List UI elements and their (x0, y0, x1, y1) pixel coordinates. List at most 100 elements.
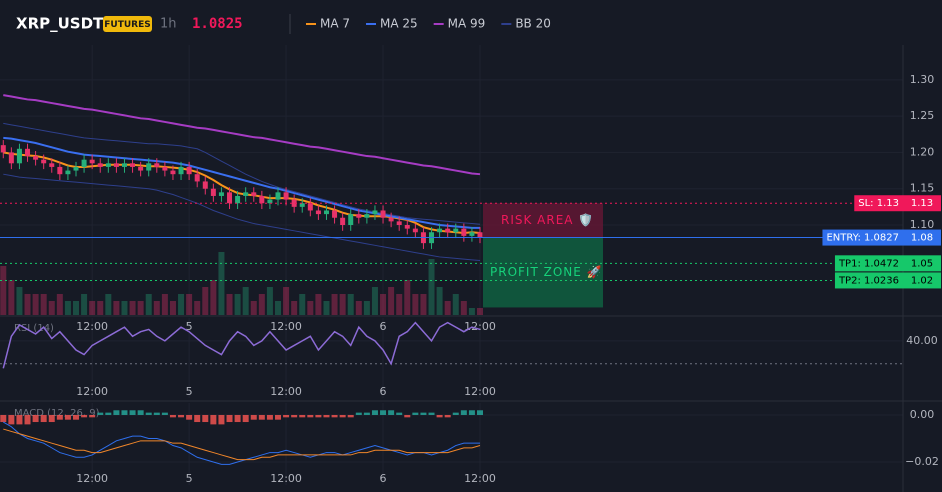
volume-bar (258, 294, 265, 315)
y-tick-label: 1.15 (910, 182, 935, 195)
x-tick-label: 12:00 (464, 320, 496, 333)
axis-tag (903, 272, 941, 289)
candle-body (332, 210, 338, 218)
histogram-bar (460, 410, 467, 415)
candle-body (396, 221, 402, 225)
volume-bar (121, 301, 128, 315)
candle-body (33, 156, 39, 160)
histogram-bar (89, 414, 96, 418)
volume-bar (477, 308, 483, 315)
volume-bar (137, 301, 144, 315)
histogram-bar (121, 410, 128, 415)
volume-bar (404, 280, 411, 315)
histogram-bar (283, 414, 290, 418)
histogram-bar (16, 414, 23, 425)
volume-bar (452, 294, 459, 315)
candle-body (307, 203, 313, 211)
candle-body (146, 163, 152, 171)
candle-body (323, 210, 329, 215)
histogram-bar (186, 414, 193, 420)
x-tick-label: 12:00 (270, 472, 302, 485)
volume-bar (388, 287, 395, 315)
volume-bar (234, 294, 241, 315)
ma-line (3, 94, 481, 176)
profit-zone-label: PROFIT ZONE 🚀 (490, 265, 603, 279)
histogram-bar (194, 414, 201, 423)
volume-bar (371, 287, 378, 315)
histogram-bar (339, 414, 346, 418)
candle-body (105, 163, 111, 167)
histogram-bar (323, 414, 330, 418)
interval: 1h (160, 17, 177, 32)
symbol: XRP_USDT (16, 15, 104, 33)
badge: FUTURES (104, 20, 150, 30)
candle-body (461, 228, 467, 236)
candle-body (259, 195, 265, 204)
x-tick-label: 12:00 (76, 385, 108, 398)
badge-bg (103, 16, 152, 32)
y-tick-label: 1.20 (910, 145, 935, 158)
histogram-bar (444, 414, 451, 418)
volume-bar (250, 301, 257, 315)
x-tick-label: 12:00 (464, 385, 496, 398)
volume-bar (178, 294, 185, 315)
risk-area-label: RISK AREA 🛡️ (501, 213, 594, 227)
candle-body (445, 228, 451, 233)
candle-body (227, 192, 233, 204)
histogram-bar (420, 412, 427, 415)
candle-body (437, 228, 443, 233)
pane-title: MACD (12, 26, 9) (14, 408, 100, 419)
volume-bar (32, 294, 39, 315)
macd-line (3, 421, 480, 465)
histogram-bar (8, 414, 15, 425)
level-tag (854, 195, 903, 212)
histogram-bar (291, 414, 298, 418)
histogram-bar (371, 410, 378, 415)
histogram-bar (412, 412, 419, 415)
histogram-bar (468, 410, 475, 415)
candle-body (291, 199, 297, 207)
histogram-bar (299, 414, 306, 418)
x-tick-label: 12:00 (76, 320, 108, 333)
volume-bar (129, 301, 136, 315)
volume-bar (64, 301, 71, 315)
candle-body (210, 188, 216, 196)
histogram-bar (210, 414, 217, 425)
volume-bar (363, 301, 370, 315)
pane-title: RSI (14) (14, 323, 54, 334)
volume-bar (0, 266, 7, 315)
volume-bar (105, 294, 112, 315)
candle-body (8, 152, 14, 164)
histogram-bar (153, 412, 160, 415)
candle-body (73, 166, 79, 171)
candle-body (340, 217, 346, 225)
volume-bar (339, 294, 346, 315)
candle-body (218, 192, 224, 196)
histogram-bar (161, 412, 168, 415)
histogram-bar (40, 414, 47, 423)
candle-body (283, 192, 289, 200)
histogram-bar (331, 414, 338, 418)
level-tag (822, 229, 903, 246)
candle-body (388, 217, 394, 222)
x-tick-label: 6 (380, 385, 387, 398)
histogram-bar (307, 414, 314, 418)
level-tag (834, 255, 903, 272)
volume-bar (218, 252, 225, 315)
volume-bar (420, 294, 427, 315)
volume-bar (202, 287, 209, 315)
candle-body (97, 163, 103, 167)
candle-body (412, 228, 418, 233)
histogram-bar (137, 410, 144, 415)
rsi-line (2, 321, 481, 369)
axis-tag-label: 1.02 (911, 275, 933, 286)
risk-area (483, 203, 603, 238)
volume-bar (291, 301, 298, 315)
candle-body (186, 166, 192, 175)
candle-body (89, 159, 95, 164)
volume-bar (97, 301, 104, 315)
volume-bar (283, 287, 290, 315)
volume-bar (299, 294, 306, 315)
histogram-bar (355, 412, 362, 415)
